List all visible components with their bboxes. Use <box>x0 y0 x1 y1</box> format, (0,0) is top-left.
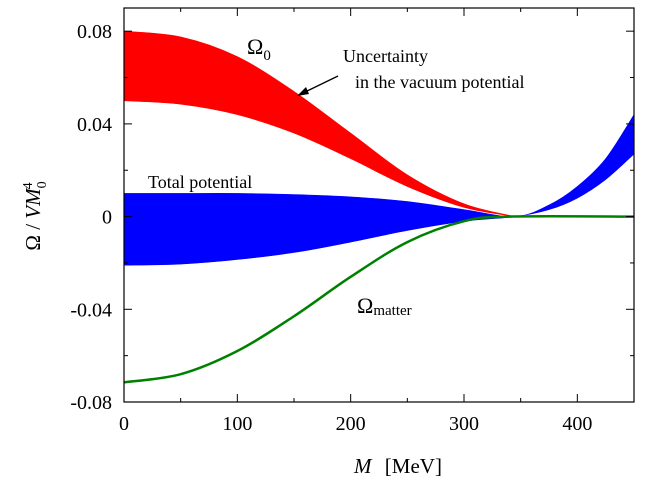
annotation-omega0-base: Ω <box>247 34 263 59</box>
x-tick-label: 0 <box>119 413 129 435</box>
annotation-omega-matter-sub: matter <box>373 303 411 319</box>
y-axis-sub: 0 <box>35 181 50 188</box>
annotation-uncertainty-line1: Uncertainty <box>343 46 428 66</box>
y-tick-label: 0.04 <box>77 114 112 136</box>
x-axis-var: M <box>353 454 373 478</box>
x-tick-label: 400 <box>562 413 592 435</box>
x-axis-label: M [MeV] <box>353 454 442 478</box>
annotation-omega0-sub: 0 <box>263 48 271 64</box>
annotation-uncertainty-line2: in the vacuum potential <box>355 72 524 92</box>
y-tick-label: -0.04 <box>70 299 112 321</box>
annotation-omega-matter: Ωmatter <box>357 293 412 319</box>
x-axis-unit: [MeV] <box>385 454 442 478</box>
y-tick-label: -0.08 <box>70 392 112 414</box>
lines <box>123 214 635 384</box>
annotation-omega0: Ω0 <box>247 34 271 64</box>
y-tick-label: 0 <box>102 207 112 229</box>
y-axis-var: VM <box>21 187 45 219</box>
annotation-omega-matter-base: Ω <box>357 293 373 318</box>
x-tick-label: 100 <box>222 413 252 435</box>
y-axis-num: Ω <box>21 235 45 251</box>
series-line-2 <box>123 214 635 384</box>
bands <box>123 30 635 266</box>
x-tick-label: 300 <box>449 413 479 435</box>
annotation-total-potential: Total potential <box>148 172 252 192</box>
y-tick-label: 0.08 <box>77 21 112 43</box>
y-axis-label: Ω / VM04 <box>21 181 50 250</box>
y-axis-sup: 4 <box>21 182 36 189</box>
arrow-icon <box>297 75 339 96</box>
x-tick-label: 200 <box>336 413 366 435</box>
plot-frame <box>123 7 635 403</box>
y-axis-sep: / <box>21 219 45 235</box>
ticks: 0 100 200 300 400 -0.08 -0.04 0 0.04 0.08 <box>70 8 634 435</box>
